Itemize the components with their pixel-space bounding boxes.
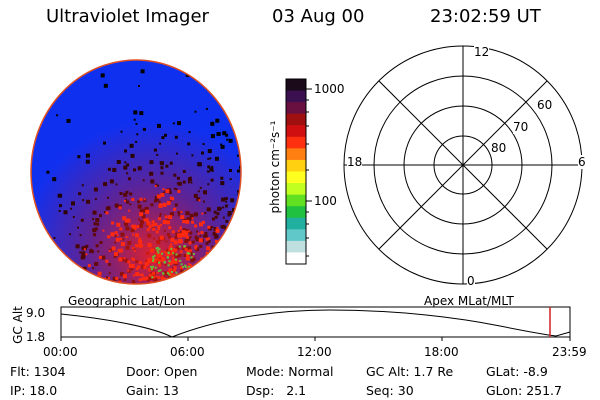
colorbar-band	[286, 90, 306, 103]
status-gain: Gain: 13	[126, 383, 179, 398]
colorbar-band	[286, 79, 306, 92]
colorbar-tick-1000: 1000	[314, 82, 345, 96]
observation-date: 03 Aug 00	[272, 6, 365, 27]
colorbar-band	[286, 159, 306, 172]
colorbar-band	[286, 217, 306, 230]
apex-label: Apex MLat/MLT	[424, 294, 514, 308]
instrument-title: Ultraviolet Imager	[46, 6, 209, 27]
colorbar-band	[286, 102, 306, 115]
status-door: Door: Open	[126, 364, 198, 379]
geographic-label: Geographic Lat/Lon	[68, 294, 186, 308]
image-limb	[30, 59, 242, 285]
colorbar-tick-100: 100	[314, 194, 337, 208]
status-gc-alt: GC Alt: 1.7 Re	[366, 364, 454, 379]
status-ip: IP: 18.0	[10, 383, 58, 398]
colorbar-band	[286, 171, 306, 184]
status-flt: Flt: 1304	[10, 364, 66, 379]
colorbar-band	[286, 148, 306, 161]
mlt-label-12: 12	[474, 45, 490, 59]
status-dsp: Dsp: 2.1	[246, 383, 307, 398]
mlt-label-0: 0	[467, 274, 475, 288]
status-mode: Mode: Normal	[246, 364, 334, 379]
x-tick-1200: 12:00	[297, 345, 332, 359]
lat-label-80: 80	[491, 141, 507, 155]
y-tick-9: 9.0	[26, 306, 46, 320]
colorbar-band	[286, 125, 306, 138]
colorbar-band	[286, 113, 306, 126]
mlt-label-6: 6	[578, 155, 586, 169]
status-seq: Seq: 30	[366, 383, 414, 398]
colorbar-band	[286, 136, 306, 149]
x-tick-0600: 06:00	[170, 345, 205, 359]
observation-time: 23:02:59 UT	[430, 6, 541, 27]
colorbar-band	[286, 252, 306, 265]
mlt-label-18: 18	[347, 155, 363, 169]
colorbar-band	[286, 183, 306, 196]
y-tick-1-8: 1.8	[26, 330, 46, 344]
colorbar-band	[286, 206, 306, 219]
status-glat: GLat: -8.9	[486, 364, 548, 379]
altitude-curve	[60, 309, 571, 338]
x-tick-0000: 00:00	[43, 345, 78, 359]
lat-label-60: 60	[537, 98, 553, 112]
status-glon: GLon: 251.7	[486, 383, 562, 398]
colorbar-band	[286, 229, 306, 242]
x-tick-2359: 23:59	[552, 345, 587, 359]
x-tick-1800: 18:00	[424, 345, 459, 359]
colorbar-band	[286, 240, 306, 253]
colorbar-band	[286, 194, 306, 207]
lat-label-70: 70	[513, 120, 529, 134]
